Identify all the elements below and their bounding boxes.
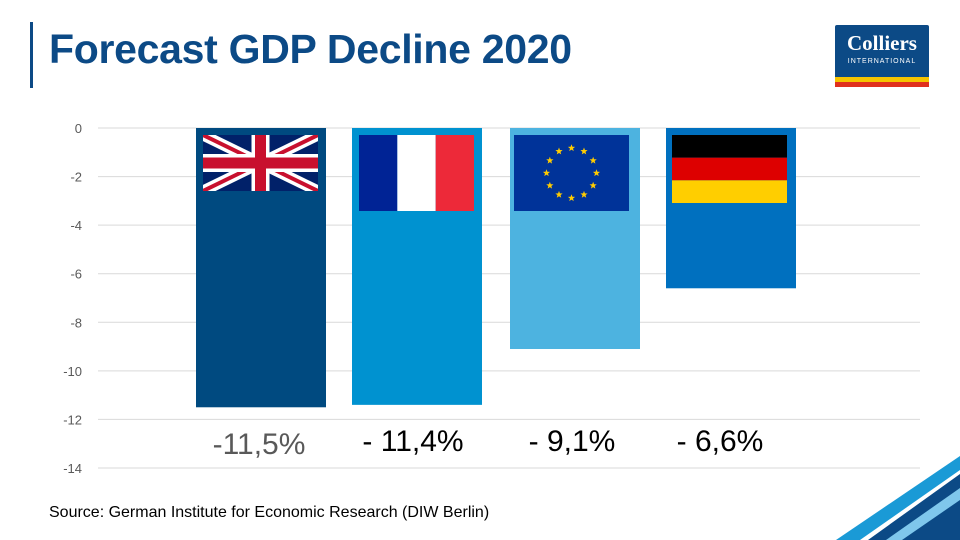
france-flag-blue [359,135,398,211]
eu-flag-star [542,169,551,177]
logo-subtitle: INTERNATIONAL [847,58,917,65]
france-flag [359,135,474,211]
source-note: Source: German Institute for Economic Re… [49,504,490,521]
uk-flag-cross-red [203,157,318,169]
colliers-logo: Colliers INTERNATIONAL [835,25,929,87]
eu-flag-star [555,190,563,198]
logo-stripe-red [835,82,929,87]
eu-flag-star [555,147,563,155]
eu-flag [514,135,629,211]
y-tick-label: 0 [75,121,82,136]
germany-flag [672,135,787,203]
uk-flag [203,135,318,191]
data-label: - 6,6% [677,425,764,458]
y-tick-label: -6 [70,267,82,282]
eu-flag-star [580,190,588,198]
eu-flag-star [592,169,601,177]
slide-title: Forecast GDP Decline 2020 [49,26,572,72]
logo-box: Colliers INTERNATIONAL [835,25,929,77]
eu-flag-star [546,181,554,189]
eu-flag-star [546,156,554,164]
eu-flag-star [589,181,597,189]
france-flag-white [397,135,436,211]
y-tick-label: -10 [63,364,82,379]
data-label: -11,5% [213,428,306,461]
eu-flag-star [589,156,597,164]
germany-flag-red [672,157,787,181]
y-tick-label: -4 [70,218,82,233]
y-tick-label: -2 [70,170,82,185]
eu-flag-star [567,144,576,152]
title-accent-bar [30,22,33,88]
y-tick-label: -8 [70,315,82,330]
eu-flag-star [567,194,576,202]
eu-flag-star [580,147,588,155]
data-label: - 11,4% [362,425,463,458]
logo-stripe-yellow [835,77,929,82]
logo-name: Colliers [847,31,917,55]
germany-flag-black [672,135,787,158]
y-tick-label: -12 [63,412,82,427]
data-label: - 9,1% [529,425,616,458]
y-tick-label: -14 [63,461,82,476]
france-flag-red [435,135,474,211]
uk-flag-body [203,135,318,191]
germany-flag-gold [672,180,787,203]
